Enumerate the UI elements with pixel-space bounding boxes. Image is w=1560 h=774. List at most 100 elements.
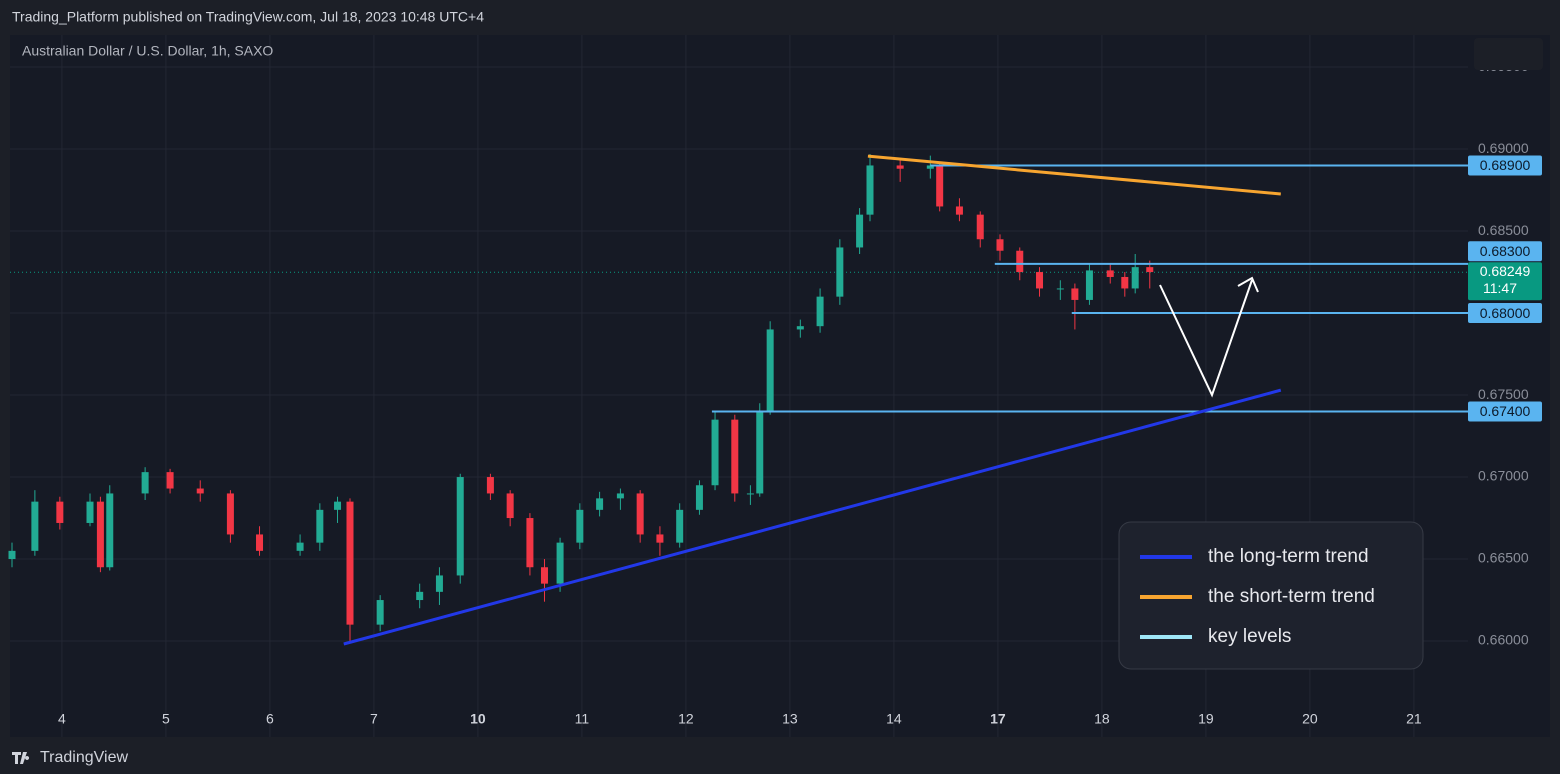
x-tick-label: 17 <box>990 711 1006 727</box>
x-tick-label: 12 <box>678 711 694 727</box>
candle-body <box>836 247 844 297</box>
candle-body <box>926 165 934 169</box>
projection-arrow <box>1159 279 1253 398</box>
x-tick-label: 10 <box>470 711 486 727</box>
candle-body <box>1131 267 1139 289</box>
x-tick-label: 21 <box>1406 711 1422 727</box>
last-price-label: 0.68249 <box>1480 263 1531 279</box>
candle-body <box>56 501 64 523</box>
candle-body <box>856 214 864 248</box>
y-tick-label: 0.68500 <box>1478 222 1529 238</box>
candle-body <box>695 485 703 510</box>
candle-body <box>256 534 264 551</box>
last-price-tag <box>1468 262 1542 301</box>
legend-label: the long-term trend <box>1208 546 1369 567</box>
axis-button[interactable] <box>1474 38 1543 70</box>
candle-body <box>346 501 354 625</box>
legend-label: key levels <box>1208 626 1291 647</box>
candle-body <box>955 206 963 215</box>
candle-body <box>1036 272 1044 289</box>
candle-body <box>96 501 104 568</box>
key-level-tag <box>1468 241 1542 262</box>
marks <box>8 153 1468 646</box>
candle-body <box>896 165 904 169</box>
candle-body <box>656 534 664 543</box>
x-tick-label: 7 <box>370 711 378 727</box>
candle-body <box>416 591 424 601</box>
x-tick-label: 11 <box>575 711 590 727</box>
candle-body <box>456 477 464 576</box>
candle-body <box>816 296 824 327</box>
legend: the long-term trend the short-term trend k… <box>1118 521 1424 670</box>
y-tick-label: 0.69000 <box>1478 140 1529 156</box>
candle-body <box>766 329 774 412</box>
key-level-label: 0.68000 <box>1480 305 1531 321</box>
x-tick-label: 6 <box>266 711 274 727</box>
candle-body <box>486 477 494 494</box>
candle-body <box>1146 267 1154 273</box>
candle-body <box>996 239 1004 251</box>
candle-body <box>31 501 39 551</box>
key-level-label: 0.67400 <box>1480 403 1531 419</box>
candle-body <box>435 575 443 592</box>
candle-body <box>976 214 984 240</box>
candle-body <box>596 498 604 510</box>
key-level-tag <box>1468 155 1542 176</box>
x-tick-label: 19 <box>1198 711 1214 727</box>
trend-line <box>867 154 1281 196</box>
candle-body <box>141 472 149 494</box>
candle-body <box>756 411 764 494</box>
candle-body <box>676 509 684 543</box>
candle-body <box>86 501 94 523</box>
candle-body <box>1056 288 1064 290</box>
y-tick-label: 0.66000 <box>1478 632 1529 648</box>
candle-body <box>636 493 644 535</box>
candle-body <box>711 419 719 486</box>
candle-body <box>746 493 754 495</box>
y-tick-label: 0.67500 <box>1478 386 1529 402</box>
candle-body <box>1085 270 1093 300</box>
key-level-label: 0.68900 <box>1480 157 1531 173</box>
candle-body <box>1121 276 1129 289</box>
x-tick-label: 13 <box>782 711 798 727</box>
key-level-label: 0.68300 <box>1480 243 1531 259</box>
candle-body <box>506 493 514 519</box>
x-tick-label: 14 <box>886 711 902 727</box>
candle-body <box>866 165 874 215</box>
candle-body <box>334 501 342 510</box>
candle-body <box>576 509 584 543</box>
trend-line <box>343 388 1282 646</box>
candle-body <box>8 550 16 560</box>
candle-body <box>296 542 304 551</box>
arrow-head <box>1237 276 1259 293</box>
footer-brand: TradingView <box>40 749 128 766</box>
candle-body <box>540 567 548 584</box>
candle-body <box>556 542 564 584</box>
candle-body <box>226 493 234 535</box>
legend-box <box>1118 521 1424 670</box>
candle-body <box>796 326 804 330</box>
candle-body <box>316 509 324 543</box>
candle-body <box>936 165 944 207</box>
key-level-tag <box>1468 401 1542 422</box>
legend-label: the short-term trend <box>1208 586 1375 607</box>
candle-body <box>616 493 624 499</box>
candle-body <box>1106 270 1114 277</box>
candle-body <box>1016 250 1024 273</box>
symbol-title: Australian Dollar / U.S. Dollar, 1h, SAX… <box>22 43 273 59</box>
publish-header: Trading_Platform published on TradingVie… <box>12 9 484 25</box>
y-tick-label: 0.66500 <box>1478 550 1529 566</box>
x-tick-label: 20 <box>1302 711 1318 727</box>
key-level-tag <box>1468 303 1542 324</box>
x-tick-label: 5 <box>162 711 170 727</box>
x-tick-label: 4 <box>58 711 66 727</box>
countdown-label: 11:47 <box>1483 280 1517 296</box>
y-tick-label: 0.67000 <box>1478 468 1529 484</box>
logo-mark <box>12 752 30 764</box>
x-tick-label: 18 <box>1094 711 1110 727</box>
candle-body <box>166 472 174 489</box>
candle-body <box>196 488 204 494</box>
